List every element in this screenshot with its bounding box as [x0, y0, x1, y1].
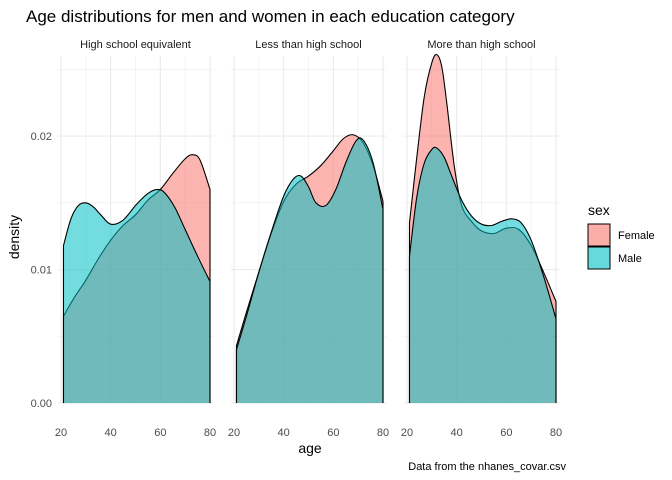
legend-key-female: [587, 223, 611, 247]
legend-title: sex: [588, 202, 610, 218]
caption: Data from the nhanes_covar.csv: [408, 461, 566, 473]
facet-panel: High school equivalent 20 40 60 80 0.00 0.01 0.…: [31, 39, 217, 439]
facet-strip-label: Less than high school: [255, 39, 361, 51]
x-axis-title: age: [298, 440, 322, 456]
legend: sex Female Male: [587, 202, 655, 270]
y-tick-label: 0.01: [31, 265, 52, 277]
facet-strip-label: More than high school: [427, 39, 535, 51]
x-tick-label: 80: [550, 427, 562, 439]
x-tick-label: 60: [154, 427, 166, 439]
y-tick-label: 0.00: [31, 398, 52, 410]
density-outline-male: [408, 146, 557, 403]
x-tick-label: 40: [451, 427, 463, 439]
density-area-male: [409, 147, 556, 403]
x-tick-label: 20: [55, 427, 67, 439]
x-tick-label: 40: [278, 427, 290, 439]
facet-panel: More than high school 20 40 60 80: [401, 39, 562, 439]
facet-strip-label: High school equivalent: [80, 39, 191, 51]
x-tick-label: 40: [105, 427, 117, 439]
x-tick-label: 60: [500, 427, 512, 439]
legend-key-male: [587, 246, 611, 270]
x-tick-label: 60: [327, 427, 339, 439]
legend-label-female: Female: [618, 230, 655, 242]
y-axis-title: density: [6, 215, 22, 259]
facet-panel: Less than high school 20 40 60 80: [228, 39, 389, 439]
legend-label-male: Male: [618, 253, 642, 265]
y-tick-label: 0.02: [31, 131, 52, 143]
x-tick-label: 20: [228, 427, 240, 439]
chart-title: Age distributions for men and women in e…: [26, 7, 515, 26]
density-outline-male: [235, 137, 384, 403]
density-outline-male: [62, 188, 211, 403]
x-tick-label: 80: [204, 427, 216, 439]
density-area-male: [63, 189, 211, 403]
x-tick-label: 80: [377, 427, 389, 439]
density-area-male: [236, 137, 383, 403]
x-tick-label: 20: [401, 427, 413, 439]
facet-panels: High school equivalent 20 40 60 80 0.00 0.01 0.…: [31, 39, 563, 439]
